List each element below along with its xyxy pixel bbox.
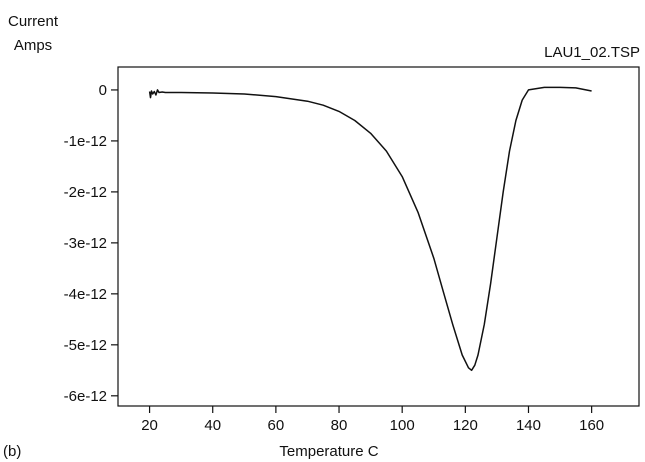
y-tick-label: -5e-12 (64, 337, 107, 354)
file-label: LAU1_02.TSP (544, 44, 640, 61)
x-tick-label: 40 (204, 417, 221, 434)
y-axis: 0 -1e-12 -2e-12 -3e-12 -4e-12 -5e-12 -6e-12 (64, 82, 118, 405)
y-tick-label: -2e-12 (64, 184, 107, 201)
x-tick-label: 60 (268, 417, 285, 434)
y-tick-label: 0 (99, 82, 107, 99)
series-layer (148, 86, 592, 372)
x-axis: 20 40 60 80 100 120 140 160 (141, 406, 604, 434)
y-tick-label: -1e-12 (64, 133, 107, 150)
x-axis-label: Temperature C (279, 443, 378, 460)
plot-frame (117, 66, 640, 407)
x-tick-label: 100 (390, 417, 415, 434)
ylabel-line-2: Amps (14, 37, 52, 54)
current-series-line (148, 86, 592, 372)
x-tick-label: 140 (516, 417, 541, 434)
x-tick-label: 20 (141, 417, 158, 434)
ylabel-line-1: Current (8, 13, 59, 30)
y-tick-label: -3e-12 (64, 235, 107, 252)
panel-label: (b) (3, 443, 21, 460)
x-tick-label: 160 (579, 417, 604, 434)
y-tick-label: -4e-12 (64, 286, 107, 303)
x-tick-label: 80 (331, 417, 348, 434)
y-tick-label: -6e-12 (64, 388, 107, 405)
x-tick-label: 120 (453, 417, 478, 434)
